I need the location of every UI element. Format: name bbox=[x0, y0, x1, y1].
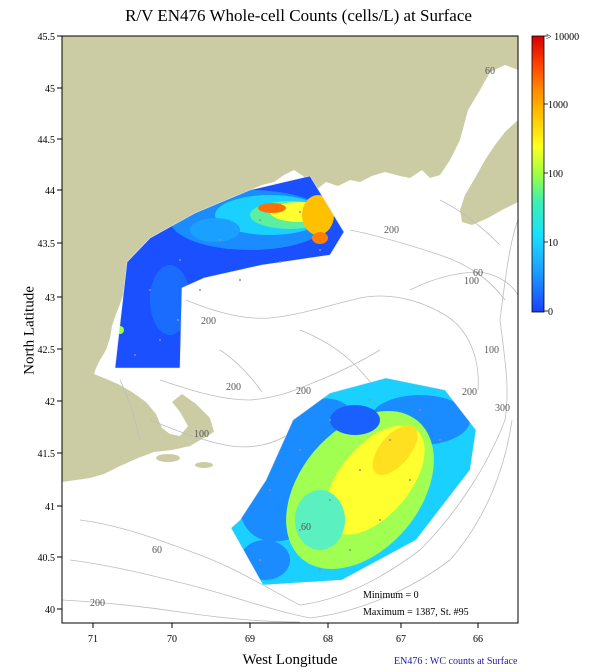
land-island-east bbox=[195, 462, 213, 468]
land-island-west bbox=[156, 454, 180, 462]
contour-label: 60 bbox=[473, 268, 483, 279]
y-tick-label: 45.5 bbox=[38, 32, 56, 43]
colorbar-label: 10 bbox=[548, 238, 558, 249]
land-nova-scotia bbox=[460, 120, 518, 225]
colorbar-label: 100 bbox=[548, 169, 563, 180]
x-tick-labels: 71 70 69 68 67 66 bbox=[88, 634, 483, 645]
y-tick-labels: 45.5 45 44.5 44 43.5 43 42.5 42 41.5 41 … bbox=[38, 32, 56, 616]
contour-label: 200 bbox=[384, 225, 399, 236]
contour-label: 200 bbox=[90, 598, 105, 609]
figure-caption: EN476 : WC counts at Surface bbox=[394, 656, 518, 667]
contour-label: 200 bbox=[201, 316, 216, 327]
y-tick-label: 40 bbox=[45, 605, 55, 616]
contour-label: 200 bbox=[226, 382, 241, 393]
y-axis-label: North Latitude bbox=[21, 286, 38, 375]
y-tick-label: 40.5 bbox=[38, 553, 56, 564]
contour-label: 100 bbox=[194, 429, 209, 440]
contour-label: 200 bbox=[296, 386, 311, 397]
x-tick-label: 71 bbox=[88, 634, 98, 645]
contour-label-group: 60 100 200 200 60 100 200 200 100 200 30… bbox=[90, 66, 510, 609]
y-tick-label: 41 bbox=[45, 502, 55, 513]
contour-label: 100 bbox=[484, 345, 499, 356]
y-tick-label: 41.5 bbox=[38, 449, 56, 460]
x-tick-label: 66 bbox=[473, 634, 483, 645]
colorbar-ticks bbox=[544, 35, 548, 312]
axis-ticks bbox=[57, 35, 479, 628]
map-frame bbox=[61, 35, 519, 624]
x-tick-label: 68 bbox=[323, 634, 333, 645]
colorbar-label: 0 bbox=[548, 307, 553, 318]
minimum-stat: Minimum = 0 bbox=[363, 590, 419, 601]
land-mainland bbox=[62, 36, 518, 482]
colorbar bbox=[531, 35, 545, 313]
contour-label: 300 bbox=[495, 403, 510, 414]
map-title: R/V EN476 Whole-cell Counts (cells/L) at… bbox=[125, 6, 472, 25]
contour-label: 100 bbox=[464, 276, 479, 287]
x-tick-label: 67 bbox=[396, 634, 406, 645]
y-tick-label: 43 bbox=[45, 293, 55, 304]
y-tick-label: 43.5 bbox=[38, 239, 56, 250]
contour-label: 200 bbox=[462, 387, 477, 398]
colorbar-labels: > 10000 1000 100 10 0 bbox=[546, 32, 579, 318]
colorbar-label: 1000 bbox=[548, 100, 568, 111]
contour-label: 60 bbox=[152, 545, 162, 556]
y-tick-label: 44.5 bbox=[38, 135, 56, 146]
bathymetry-contours bbox=[62, 199, 518, 623]
station-markers bbox=[134, 211, 441, 571]
y-tick-label: 44 bbox=[45, 186, 55, 197]
contour-label: 60 bbox=[301, 522, 311, 533]
y-tick-label: 42.5 bbox=[38, 345, 56, 356]
contour-label: 60 bbox=[485, 66, 495, 77]
colorbar-label: > 10000 bbox=[546, 32, 579, 43]
y-tick-label: 42 bbox=[45, 397, 55, 408]
maximum-stat: Maximum = 1387, St. #95 bbox=[363, 607, 469, 618]
x-axis-label: West Longitude bbox=[242, 652, 338, 668]
x-tick-label: 69 bbox=[245, 634, 255, 645]
x-tick-label: 70 bbox=[167, 634, 177, 645]
y-tick-label: 45 bbox=[45, 84, 55, 95]
